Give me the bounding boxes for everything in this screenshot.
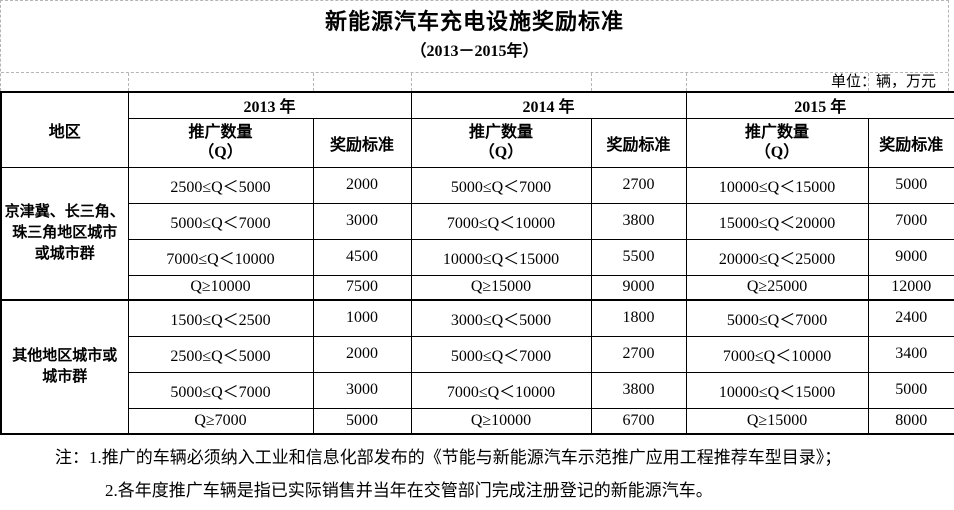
reward-cell: 4500 (312, 238, 412, 276)
quantity-cell: 7000≤Q＜10000 (685, 335, 869, 373)
unit-label: 单位：辆，万元 (830, 74, 936, 90)
reward-header-2014: 奖励标准 (590, 117, 687, 168)
reward-cell: 5000 (867, 371, 954, 409)
quantity-header-2014: 推广数量 （Q） (410, 117, 592, 168)
grid-dash-line (686, 73, 687, 91)
quantity-cell: 20000≤Q＜25000 (685, 238, 869, 276)
reward-cell: 5500 (590, 238, 687, 276)
notes-block: 注：1.推广的车辆必须纳入工业和信息化部发布的《节能与新能源汽车示范推广应用工程… (0, 448, 954, 501)
reward-cell: 7500 (312, 274, 412, 301)
region-header-cell: 地区 (0, 91, 129, 168)
quantity-header-symbol: （Q） (754, 143, 800, 161)
quantity-cell: 7000≤Q＜10000 (410, 371, 592, 409)
grid-dash-line (411, 73, 412, 91)
reward-cell: 1800 (590, 299, 687, 337)
region-line: 京津冀、长三角、 (4, 203, 125, 220)
quantity-cell: 5000≤Q＜7000 (127, 202, 314, 240)
reward-header-2013: 奖励标准 (312, 117, 412, 168)
quantity-header-2015: 推广数量 （Q） (685, 117, 869, 168)
quantity-header-symbol: （Q） (198, 143, 243, 161)
note-line-1: 注：1.推广的车辆必须纳入工业和信息化部发布的《节能与新能源汽车示范推广应用工程… (55, 448, 842, 467)
quantity-cell: 7000≤Q＜10000 (410, 202, 592, 240)
reward-cell: 3000 (312, 202, 412, 240)
quantity-cell: 5000≤Q＜7000 (127, 371, 314, 409)
quantity-cell: 3000≤Q＜5000 (410, 299, 592, 337)
grid-dash-line (128, 73, 129, 91)
quantity-header-label: 推广数量 (469, 123, 534, 141)
region-line: 其他地区城市或 (12, 348, 118, 364)
reward-table: 地区 2013 年 2014 年 2015 年 推广数量 （Q） 奖励标准 推广… (0, 91, 954, 435)
table-row: 其他地区城市或 城市群 1500≤Q＜2500 1000 3000≤Q＜5000 1800… (0, 299, 954, 435)
reward-cell: 12000 (867, 274, 954, 301)
quantity-cell: 10000≤Q＜15000 (410, 238, 592, 276)
quantity-cell: Q≥15000 (685, 407, 869, 435)
reward-cell: 3000 (312, 371, 412, 409)
table-row: 2500≤Q＜5000 2000 5000≤Q＜7000 2700 7000≤Q＜100… (1, 335, 954, 373)
reward-cell: 1000 (312, 299, 412, 337)
quantity-cell: Q≥7000 (127, 407, 314, 435)
grid-dash-line (313, 73, 314, 91)
grid-dash-line (591, 73, 592, 91)
quantity-cell: 15000≤Q＜20000 (685, 202, 869, 240)
table-row: 京津冀、长三角、 珠三角地区城市 或城市群 2500≤Q＜5000 2000 5000≤Q… (0, 166, 954, 301)
table-header-row-metrics: 推广数量 （Q） 奖励标准 推广数量 （Q） 奖励标准 推广数量 （Q） 奖励标… (1, 117, 954, 168)
year-header-2015: 2015 年 (685, 91, 954, 119)
quantity-cell: 1500≤Q＜2500 (127, 299, 314, 337)
table-row: Q≥7000 5000 Q≥10000 6700 Q≥15000 8000 (1, 407, 954, 435)
note-line-2: 2.各年度推广车辆是指已实际销售并当年在交管部门完成注册登记的新能源汽车。 (105, 481, 713, 500)
reward-cell: 2700 (590, 335, 687, 373)
reward-cell: 2000 (312, 335, 412, 373)
unit-row: 单位：辆，万元 (1, 73, 948, 91)
table-header-row-years: 地区 2013 年 2014 年 2015 年 (0, 91, 954, 168)
region-line: 城市群 (42, 369, 88, 385)
reward-cell: 3800 (590, 371, 687, 409)
region-line: 珠三角地区城市 (12, 224, 118, 241)
quantity-cell: Q≥15000 (410, 274, 592, 301)
quantity-cell: Q≥10000 (127, 274, 314, 301)
table-row: 5000≤Q＜7000 3000 7000≤Q＜10000 3800 15000≤Q＜2… (1, 202, 954, 240)
reward-cell: 9000 (590, 274, 687, 301)
reward-cell: 5000 (867, 166, 954, 204)
grid-dash-line (868, 73, 869, 91)
quantity-cell: 10000≤Q＜15000 (685, 166, 869, 204)
reward-cell: 3400 (867, 335, 954, 373)
document-subtitle: （2013－2015年） (410, 43, 539, 60)
reward-cell: 9000 (867, 238, 954, 276)
title-block: 新能源汽车充电设施奖励标准 （2013－2015年） (1, 1, 948, 73)
region-cell: 京津冀、长三角、 珠三角地区城市 或城市群 (0, 166, 129, 301)
quantity-cell: Q≥10000 (410, 407, 592, 435)
table-row: Q≥10000 7500 Q≥15000 9000 Q≥25000 12000 (1, 274, 954, 301)
table-row: 5000≤Q＜7000 3000 7000≤Q＜10000 3800 10000≤Q＜1… (1, 371, 954, 409)
reward-cell: 6700 (590, 407, 687, 435)
quantity-cell: 5000≤Q＜7000 (410, 166, 592, 204)
quantity-cell: 10000≤Q＜15000 (685, 371, 869, 409)
reward-cell: 2000 (312, 166, 412, 204)
reward-cell: 2400 (867, 299, 954, 337)
quantity-header-symbol: （Q） (478, 143, 524, 161)
quantity-cell: 5000≤Q＜7000 (685, 299, 869, 337)
quantity-header-label: 推广数量 (745, 123, 810, 141)
reward-cell: 2700 (590, 166, 687, 204)
reward-cell: 7000 (867, 202, 954, 240)
quantity-cell: 2500≤Q＜5000 (127, 166, 314, 204)
reward-cell: 8000 (867, 407, 954, 435)
quantity-cell: 5000≤Q＜7000 (410, 335, 592, 373)
region-line: 或城市群 (34, 245, 95, 262)
year-header-2013: 2013 年 (127, 91, 412, 119)
reward-cell: 3800 (590, 202, 687, 240)
document-title: 新能源汽车充电设施奖励标准 (324, 9, 624, 34)
table-title-area: 新能源汽车充电设施奖励标准 （2013－2015年） 单位：辆，万元 (0, 0, 949, 91)
reward-header-2015: 奖励标准 (867, 117, 954, 168)
quantity-cell: 7000≤Q＜10000 (127, 238, 314, 276)
reward-cell: 5000 (312, 407, 412, 435)
region-cell: 其他地区城市或 城市群 (0, 299, 129, 435)
quantity-cell: 2500≤Q＜5000 (127, 335, 314, 373)
quantity-cell: Q≥25000 (685, 274, 869, 301)
quantity-header-label: 推广数量 (188, 123, 253, 141)
table-row: 7000≤Q＜10000 4500 10000≤Q＜15000 5500 20000≤Q… (1, 238, 954, 276)
year-header-2014: 2014 年 (410, 91, 687, 119)
quantity-header-2013: 推广数量 （Q） (127, 117, 314, 168)
